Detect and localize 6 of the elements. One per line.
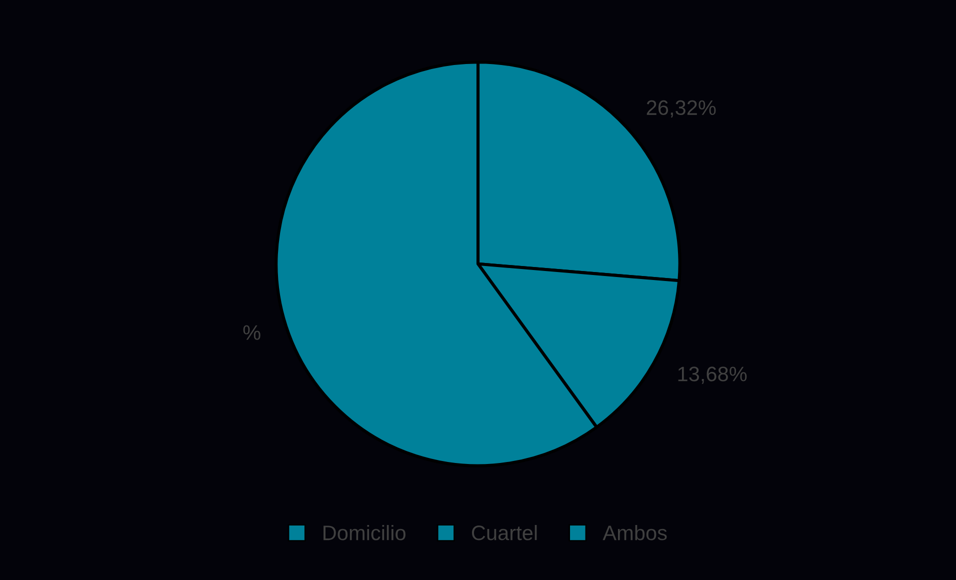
legend-label: Domicilio <box>324 524 406 540</box>
data-label: 13,68% <box>678 366 747 384</box>
data-label: % <box>243 325 260 340</box>
data-label: 26,32% <box>646 100 716 118</box>
legend-label: Cuartel <box>472 524 537 540</box>
legend-label: Ambos <box>602 524 667 540</box>
